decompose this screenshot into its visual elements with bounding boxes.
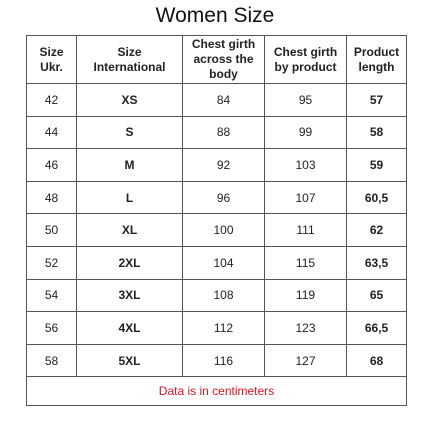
table-cell: 60,5 [346, 180, 407, 215]
table-cell: 92 [182, 148, 265, 182]
table-row: 44 S 88 99 58 [26, 115, 407, 150]
table-cell: 123 [264, 311, 347, 345]
table-cell: 66,5 [346, 311, 407, 345]
size-table: Size Ukr. Size International Chest girth a… [26, 35, 407, 407]
table-cell: 59 [346, 148, 407, 182]
table-cell: 119 [264, 278, 347, 313]
table-cell: 44 [26, 115, 77, 150]
table-cell: 48 [26, 180, 77, 215]
table-cell: 58 [346, 115, 407, 150]
table-row: 46 M 92 103 59 [26, 148, 407, 182]
table-cell: 50 [26, 213, 77, 247]
table-cell: 112 [182, 311, 265, 345]
table-row: 42 XS 84 95 57 [26, 83, 407, 117]
table-cell: 62 [346, 213, 407, 247]
table-row: 50 XL 100 111 62 [26, 213, 407, 247]
title: Women Size [155, 4, 275, 27]
table-cell: 68 [346, 343, 407, 378]
table-cell: 63,5 [346, 245, 407, 280]
table-cell: 65 [346, 278, 407, 313]
table-cell: 54 [26, 278, 77, 313]
table-cell: L [76, 180, 183, 215]
table-cell: 111 [264, 213, 347, 247]
table-cell: 108 [182, 278, 265, 313]
table-cell: 88 [182, 115, 265, 150]
table-cell: 5XL [76, 343, 183, 378]
table-cell: 100 [182, 213, 265, 247]
table-cell: S [76, 115, 183, 150]
table-cell: 57 [346, 83, 407, 117]
table-cell: 103 [264, 148, 347, 182]
table-cell: 58 [26, 343, 77, 378]
table-row: 56 4XL 112 123 66,5 [26, 311, 407, 345]
table-cell: XL [76, 213, 183, 247]
table-cell: 127 [264, 343, 347, 378]
table-cell: 115 [264, 245, 347, 280]
header-cell: Size International [76, 35, 183, 84]
header-cell: Product length [346, 35, 407, 84]
table-cell: XS [76, 83, 183, 117]
table-cell: 116 [182, 343, 265, 378]
table-cell: 52 [26, 245, 77, 280]
header-cell: Size Ukr. [26, 35, 77, 84]
table-cell: 2XL [76, 245, 183, 280]
table-cell: 107 [264, 180, 347, 215]
table-cell: M [76, 148, 183, 182]
header-row: Size Ukr. Size International Chest girth a… [26, 35, 407, 84]
table-cell: 96 [182, 180, 265, 215]
table-body: 42 XS 84 95 57 44 S 88 99 58 46 M 92 103 59 48 L 96 107 60,… [26, 83, 407, 407]
table-row: 54 3XL 108 119 65 [26, 278, 407, 313]
table-row: 58 5XL 116 127 68 [26, 343, 407, 378]
table-cell: 104 [182, 245, 265, 280]
table-cell: 84 [182, 83, 265, 117]
table-row: 52 2XL 104 115 63,5 [26, 245, 407, 280]
note-row: Data is in centimeters [26, 376, 407, 407]
table-cell: 3XL [76, 278, 183, 313]
table-cell: 56 [26, 311, 77, 345]
table-row: 48 L 96 107 60,5 [26, 180, 407, 215]
table-cell: 99 [264, 115, 347, 150]
header-cell: Chest girth by product [264, 35, 347, 84]
table-cell: 4XL [76, 311, 183, 345]
header-cell: Chest girth across the body [182, 35, 265, 84]
table-cell: 95 [264, 83, 347, 117]
table-cell: 42 [26, 83, 77, 117]
table-cell: 46 [26, 148, 77, 182]
note: Data is in centimeters [26, 376, 407, 407]
